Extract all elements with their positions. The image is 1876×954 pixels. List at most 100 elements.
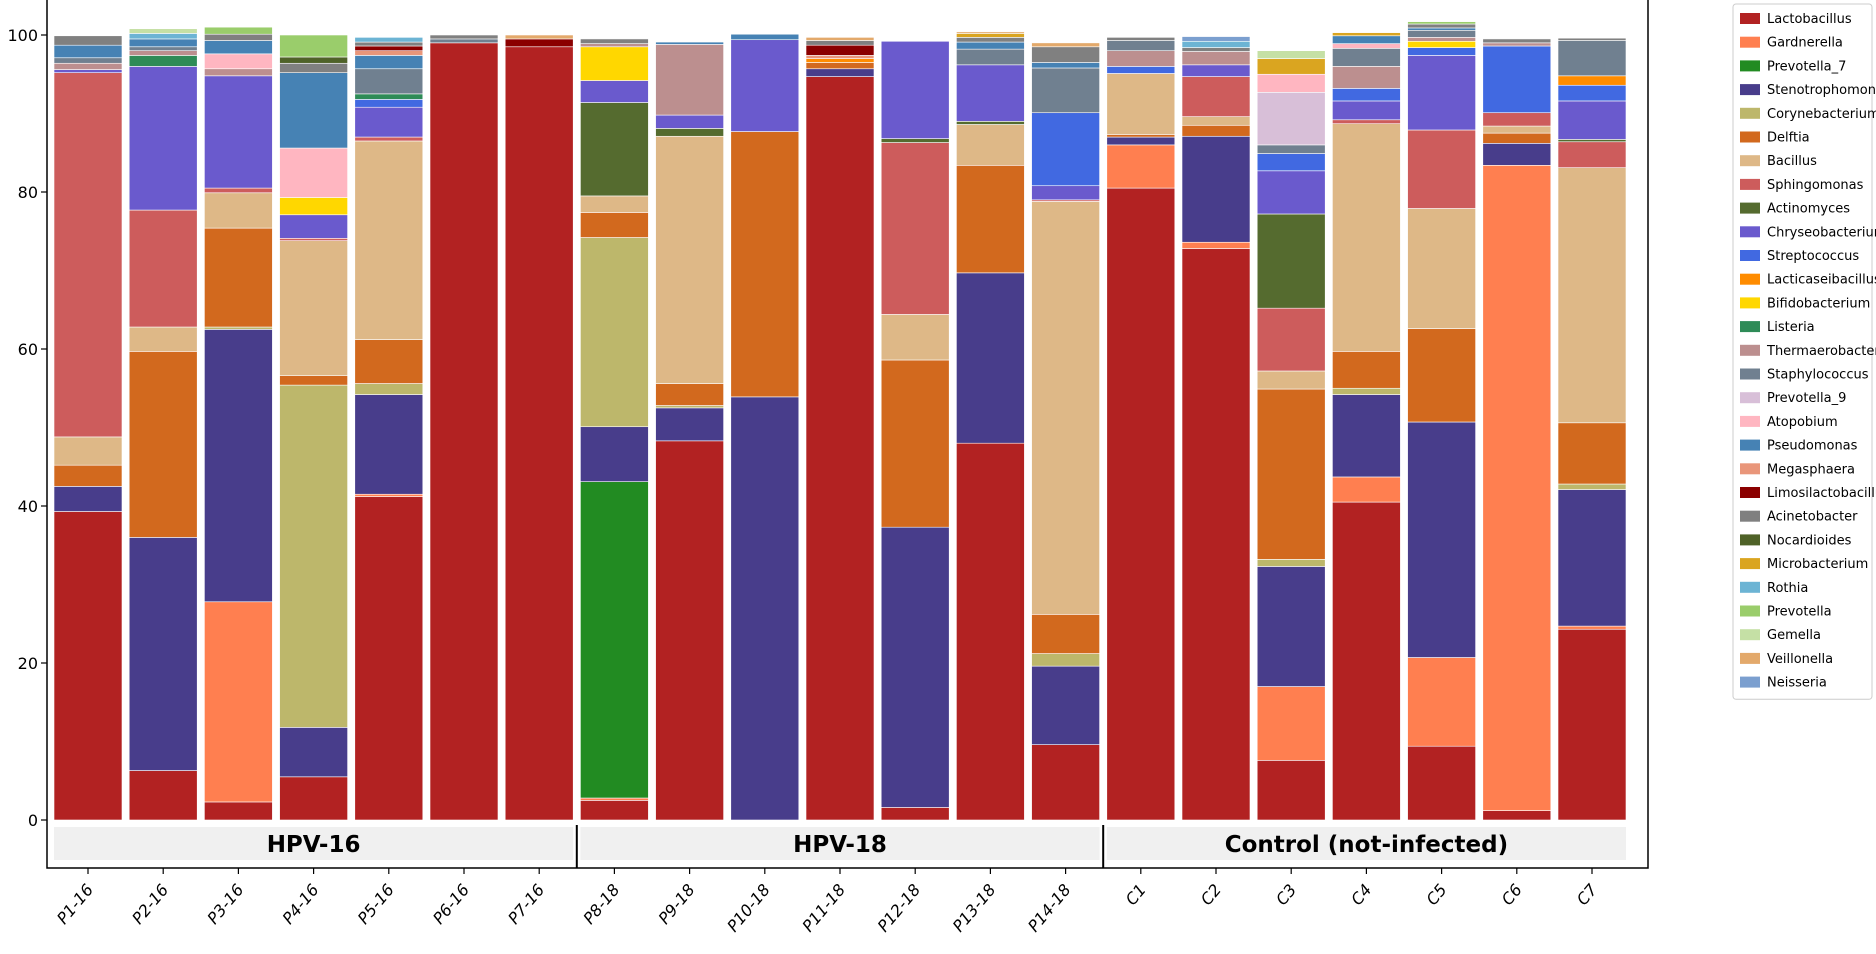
legend-label: Pseudomonas xyxy=(1767,439,1858,454)
legend-item: Veillonella xyxy=(1740,652,1833,667)
bar-segment: P10-18 – Chryseobacterium: 11.7 xyxy=(730,39,800,132)
bar-segment: C2 – Gardnerella: 0.8 xyxy=(1181,241,1251,249)
legend-label: Staphylococcus xyxy=(1767,368,1869,383)
legend-label: Gardnerella xyxy=(1767,36,1843,51)
x-tick-label: P7-16 xyxy=(504,880,548,927)
bar-segment: P3-16 – Stenotrophomonas: 34.7 xyxy=(204,329,273,603)
bar-segment: P4-16 – Pseudomonas: 9.6 xyxy=(279,72,348,149)
bar-segment: P5-16 – Chryseobacterium: 3.8 xyxy=(354,106,424,138)
bar-segment: C3 – Bacillus: 2.3 xyxy=(1256,370,1326,390)
bar-segment: C7 – Sphingomonas: 3.3 xyxy=(1557,141,1627,168)
legend-swatch xyxy=(1740,178,1760,190)
legend-label: Prevotella_7 xyxy=(1767,59,1846,74)
bar-segment: P9-18 – Corynebacterium: 0.3 xyxy=(655,405,724,409)
bar-segment: P5-16 – Staphylococcus: 3.2 xyxy=(354,68,424,95)
bar-segment: P9-18 – Stenotrophomonas: 4.2 xyxy=(655,407,724,442)
bar-segment: C5 – Streptococcus: 1 xyxy=(1407,47,1476,56)
legend-swatch xyxy=(1740,131,1760,143)
legend-label: Microbacterium xyxy=(1767,557,1868,572)
bar-segment: P13-18 – Lactobacillus: 48 xyxy=(956,442,1025,821)
bar-segment: P7-16 – Veillonella: 0.5 xyxy=(504,34,574,40)
bar-segment: P13-18 – Microbacterium: 0.5 xyxy=(956,33,1025,38)
bar-stack: C7 – Lactobacillus: 24.3C7 – Gardnerella… xyxy=(1557,37,1627,821)
legend-swatch xyxy=(1740,13,1760,24)
bar-segment: C5 – Prevotella: 0.3 xyxy=(1407,21,1476,25)
bar-segment: P14-18 – Delftia: 5 xyxy=(1031,614,1100,654)
bar-segment: P8-18 – Prevotella_7: 40.3 xyxy=(580,481,649,799)
bar-segment: C3 – Streptococcus: 2.2 xyxy=(1256,153,1326,172)
legend-label: Actinomyces xyxy=(1767,202,1850,217)
bar-stack: P3-16 – Lactobacillus: 2.3P3-16 – Gardne… xyxy=(204,26,273,821)
bar-segment: P3-16 – Thermaerobacter: 0.9 xyxy=(204,68,273,77)
bar-segment: P5-16 – Corynebacterium: 1.4 xyxy=(354,383,424,395)
bar-segment: C1 – Acinetobacter: 0.4 xyxy=(1106,37,1176,41)
x-tick-label: P8-18 xyxy=(579,880,623,927)
legend-item: Neisseria xyxy=(1740,676,1827,691)
legend-label: Listeria xyxy=(1767,320,1815,335)
legend-item: Bacillus xyxy=(1740,154,1817,169)
bar-segment: C1 – Staphylococcus: 1.3 xyxy=(1106,40,1176,51)
legend-label: Acinetobacter xyxy=(1767,510,1858,525)
bar-segment: P11-18 – Limosilactobacillus: 1.3 xyxy=(805,44,875,56)
bar-segment: C2 – Bacillus: 1.1 xyxy=(1181,116,1251,126)
bar-stack: C2 – Lactobacillus: 72.8C2 – Gardnerella… xyxy=(1181,36,1251,821)
bar-segment: P2-16 – Gemella: 0.6 xyxy=(128,28,198,34)
x-tick-label: P4-16 xyxy=(279,880,323,927)
bar-segment: C6 – Gardnerella: 82.2 xyxy=(1482,165,1552,811)
bar-segment: C5 – Delftia: 11.9 xyxy=(1407,328,1476,423)
bar-segment: C2 – Neisseria: 0.6 xyxy=(1181,36,1251,42)
bar-segment: C1 – Gardnerella: 5.5 xyxy=(1106,144,1176,189)
bar-segment: C3 – Microbacterium: 2 xyxy=(1256,58,1326,75)
bar-segment: P14-18 – Streptococcus: 9.3 xyxy=(1031,112,1100,187)
legend-label: Lacticaseibacillus xyxy=(1767,273,1876,288)
bar-segment: P13-18 – Pseudomonas: 0.9 xyxy=(956,41,1025,50)
bar-segment: P8-18 – Lactobacillus: 2.5 xyxy=(580,800,649,821)
bar-segment: P12-18 – Bacillus: 5.8 xyxy=(880,314,950,361)
legend-label: Prevotella xyxy=(1767,605,1832,620)
bar-stack: P8-18 – Lactobacillus: 2.5P8-18 – Gardne… xyxy=(580,38,649,821)
legend-swatch xyxy=(1740,84,1760,96)
bar-segment: P5-16 – Gardnerella: 0.3 xyxy=(354,493,424,497)
bar-segment: P5-16 – Stenotrophomonas: 12.7 xyxy=(354,394,424,495)
bar-segment: P3-16 – Sphingomonas: 0.6 xyxy=(204,187,273,194)
x-tick-label: P9-18 xyxy=(655,880,699,927)
bar-segment: P3-16 – Pseudomonas: 1.7 xyxy=(204,40,273,55)
x-tick-label: P11-18 xyxy=(798,880,849,935)
bar-segment: P9-18 – Thermaerobacter: 9 xyxy=(655,44,724,116)
bar-segment: C5 – Lactobacillus: 9.4 xyxy=(1407,745,1476,821)
bar-segment: C7 – Lacticaseibacillus: 1.2 xyxy=(1557,75,1627,86)
legend-label: Veillonella xyxy=(1767,652,1833,667)
bar-stack: C3 – Lactobacillus: 7.6C3 – Gardnerella:… xyxy=(1256,50,1326,821)
legend-swatch xyxy=(1740,652,1760,664)
legend-label: Bacillus xyxy=(1767,154,1817,169)
bar-segment: C6 – Stenotrophomonas: 2.8 xyxy=(1482,143,1552,166)
bar-segment: C6 – Sphingomonas: 1.7 xyxy=(1482,112,1552,127)
bar-segment: P5-16 – Pseudomonas: 1.7 xyxy=(354,55,424,70)
legend-box xyxy=(1732,3,1873,700)
bar-segment: P13-18 – Bacillus: 5.2 xyxy=(956,124,1025,166)
legend-item: Lactobacillus xyxy=(1740,12,1852,27)
bar-segment: P2-16 – Listeria: 1.4 xyxy=(128,55,198,67)
legend-label: Streptococcus xyxy=(1767,249,1859,264)
legend-item: Gemella xyxy=(1740,628,1821,643)
bar-segment: C4 – Staphylococcus: 2.3 xyxy=(1332,48,1401,67)
bar-segment: P14-18 – Chryseobacterium: 1.8 xyxy=(1031,185,1100,201)
bar-segment: C7 – Acinetobacter: 0.3 xyxy=(1557,37,1627,41)
bar-segment: P9-18 – Actinomyces: 1 xyxy=(655,128,724,137)
bar-segment: C2 – Thermaerobacter: 1.7 xyxy=(1181,51,1251,66)
group-band-bg xyxy=(1106,827,1626,860)
bar-stack: P2-16 – Lactobacillus: 6.3P2-16 – Stenot… xyxy=(128,28,198,821)
bar-stack: P13-18 – Lactobacillus: 48P13-18 – Steno… xyxy=(956,31,1025,821)
bar-segment: P4-16 – Chryseobacterium: 3 xyxy=(279,214,348,239)
bar-segment: C5 – Gardnerella: 11.3 xyxy=(1407,657,1476,747)
bar-segment: P6-16 – Staphylococcus: 0.5 xyxy=(429,38,499,44)
legend-label: Megasphaera xyxy=(1767,462,1855,477)
legend-item: Thermaerobacter xyxy=(1740,344,1876,359)
bar-segment: C6 – Bacillus: 0.9 xyxy=(1482,125,1552,134)
bar-segment: C3 – Gardnerella: 9.4 xyxy=(1256,686,1326,761)
bar-segment: P13-18 – Staphylococcus: 2 xyxy=(956,48,1025,66)
x-tick-label: P14-18 xyxy=(1024,880,1075,935)
bar-segment: P8-18 – Bacillus: 2.1 xyxy=(580,195,649,213)
legend-item: Listeria xyxy=(1740,320,1815,335)
